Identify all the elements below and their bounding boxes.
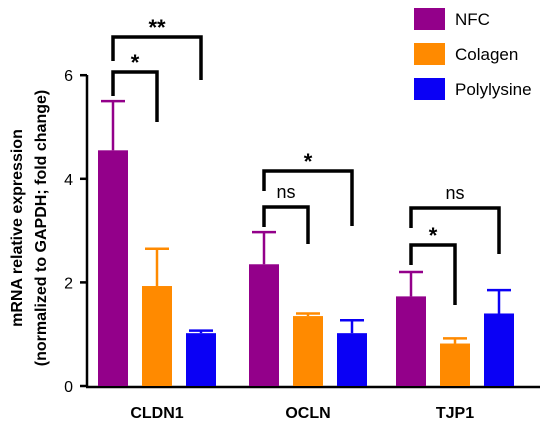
significance-bracket <box>262 205 310 244</box>
bar-colagen-cldn1 <box>142 286 172 386</box>
bar-colagen-ocln <box>293 316 323 386</box>
legend-label-polylysine: Polylysine <box>455 80 532 99</box>
significance-bracket <box>111 35 203 80</box>
significance-bracket <box>409 206 501 254</box>
bar-polylysine-ocln <box>337 333 367 386</box>
legend-label-nfc: NFC <box>455 10 490 29</box>
x-category-label: CLDN1 <box>130 405 183 422</box>
significance-label: * <box>304 149 313 174</box>
significance-label: ns <box>445 183 464 203</box>
significance-bracket <box>262 169 354 226</box>
x-category-label: OCLN <box>285 405 330 422</box>
y-tick-label: 0 <box>64 379 73 396</box>
legend-label-colagen: Colagen <box>455 45 518 64</box>
significance-label: * <box>131 50 140 75</box>
bar-nfc-ocln <box>249 264 279 386</box>
y-axis-label-line1: mRNA relative expression <box>9 129 26 327</box>
significance-label: * <box>429 223 438 248</box>
bar-nfc-tjp1 <box>396 296 426 386</box>
significance-bracket <box>111 70 159 122</box>
y-axis-label-line2: (normalized to GAPDH; fold change) <box>33 90 50 366</box>
y-tick-label: 4 <box>64 172 73 189</box>
legend-swatch-colagen <box>414 43 445 65</box>
bar-polylysine-cldn1 <box>186 333 216 386</box>
x-category-label: TJP1 <box>436 405 474 422</box>
significance-label: ns <box>276 182 295 202</box>
bar-polylysine-tjp1 <box>484 313 514 386</box>
bar-colagen-tjp1 <box>440 343 470 386</box>
significance-bracket <box>409 243 457 305</box>
significance-label: ** <box>148 15 166 40</box>
legend-swatch-polylysine <box>414 78 445 100</box>
y-tick-label: 2 <box>64 275 73 292</box>
y-tick-label: 6 <box>64 68 73 85</box>
legend-swatch-nfc <box>414 8 445 30</box>
bar-nfc-cldn1 <box>98 150 128 386</box>
